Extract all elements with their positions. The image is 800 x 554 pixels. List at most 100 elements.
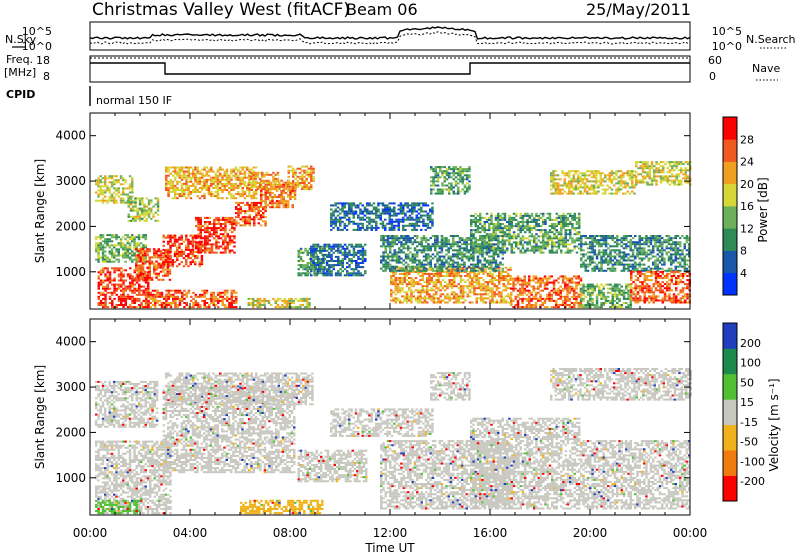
echo-cell xyxy=(315,255,318,258)
echo-cell xyxy=(468,188,471,191)
echo-cell xyxy=(402,226,405,229)
echo-cell xyxy=(539,231,543,234)
echo-cell xyxy=(492,245,495,248)
echo-cell xyxy=(307,171,311,174)
echo-cell xyxy=(221,297,224,300)
echo-cell xyxy=(219,227,223,230)
echo-cell xyxy=(471,287,474,290)
echo-cell xyxy=(296,186,299,188)
echo-cell xyxy=(264,204,267,207)
echo-cell xyxy=(117,297,121,300)
echo-cell xyxy=(424,228,427,231)
echo-cell xyxy=(287,171,290,174)
echo-cell xyxy=(101,191,105,194)
echo-cell xyxy=(397,204,400,207)
echo-cell xyxy=(282,189,285,192)
echo-cell xyxy=(279,306,282,309)
echo-cell xyxy=(501,237,504,240)
echo-cell xyxy=(459,166,462,169)
echo-cell xyxy=(252,170,256,173)
echo-cell xyxy=(297,306,300,309)
echo-cell xyxy=(165,304,168,306)
echo-cell xyxy=(223,187,226,189)
echo-cell xyxy=(124,289,127,292)
echo-cell xyxy=(117,283,121,286)
echo-cell xyxy=(222,216,225,219)
echo-cell xyxy=(174,289,177,292)
echo-cell xyxy=(104,240,107,243)
echo-cell xyxy=(537,214,540,217)
echo-cell xyxy=(359,258,362,260)
echo-cell xyxy=(439,301,442,304)
echo-cell xyxy=(345,202,349,205)
echo-cell xyxy=(416,253,419,256)
echo-cell xyxy=(225,184,229,187)
echo-cell xyxy=(306,304,309,306)
echo-cell xyxy=(524,212,527,215)
cpid-label: CPID xyxy=(6,88,35,101)
echo-cell xyxy=(221,182,224,185)
echo-cell xyxy=(413,247,417,250)
echo-cell xyxy=(213,229,216,232)
echo-cell xyxy=(501,267,504,270)
echo-cell xyxy=(453,275,456,277)
echo-cell xyxy=(455,275,458,277)
echo-cell xyxy=(352,253,356,256)
echo-cell xyxy=(352,210,355,213)
echo-cell xyxy=(465,239,468,242)
echo-cell xyxy=(455,270,458,273)
echo-cell xyxy=(419,299,422,302)
echo-cell xyxy=(494,225,498,228)
echo-cell xyxy=(225,178,229,181)
echo-cell xyxy=(212,180,215,183)
echo-cell xyxy=(173,253,177,255)
echo-cell xyxy=(148,274,151,277)
echo-cell xyxy=(226,299,229,302)
echo-cell xyxy=(122,252,125,255)
echo-cell xyxy=(262,212,265,215)
echo-cell xyxy=(176,170,179,173)
echo-cell xyxy=(334,245,338,248)
echo-cell xyxy=(432,275,436,277)
echo-cell xyxy=(341,245,344,248)
echo-cell xyxy=(495,275,499,277)
echo-cell xyxy=(445,237,448,240)
echo-cell xyxy=(252,302,255,304)
echo-cell xyxy=(497,241,500,244)
echo-cell xyxy=(386,222,389,225)
echo-cell xyxy=(490,265,493,268)
echo-cell xyxy=(101,256,105,259)
echo-cell xyxy=(440,265,444,268)
echo-cell xyxy=(366,208,369,211)
echo-cell xyxy=(110,175,114,178)
echo-cell xyxy=(136,213,139,216)
echo-cell xyxy=(440,241,444,244)
echo-cell xyxy=(99,181,102,184)
echo-cell xyxy=(129,281,132,284)
echo-cell xyxy=(167,291,170,294)
echo-cell xyxy=(106,234,109,237)
echo-cell xyxy=(141,217,144,220)
echo-cell xyxy=(215,247,218,250)
echo-cell xyxy=(391,239,394,242)
echo-cell xyxy=(463,241,466,244)
echo-cell xyxy=(117,299,121,302)
echo-cell xyxy=(426,279,429,282)
echo-cell xyxy=(440,261,444,264)
echo-cell xyxy=(402,245,405,248)
echo-cell xyxy=(438,241,441,244)
echo-cell xyxy=(145,209,148,212)
echo-cell xyxy=(479,216,482,219)
echo-cell xyxy=(377,208,380,211)
echo-cell xyxy=(235,224,238,227)
echo-cell xyxy=(173,236,177,239)
echo-cell xyxy=(187,174,190,177)
echo-cell xyxy=(237,208,240,211)
echo-cell xyxy=(219,180,222,183)
echo-cell xyxy=(106,242,109,245)
echo-cell xyxy=(436,241,439,244)
echo-cell xyxy=(154,293,157,296)
echo-cell xyxy=(500,279,503,282)
echo-cell xyxy=(293,191,297,194)
echo-cell xyxy=(497,247,500,250)
